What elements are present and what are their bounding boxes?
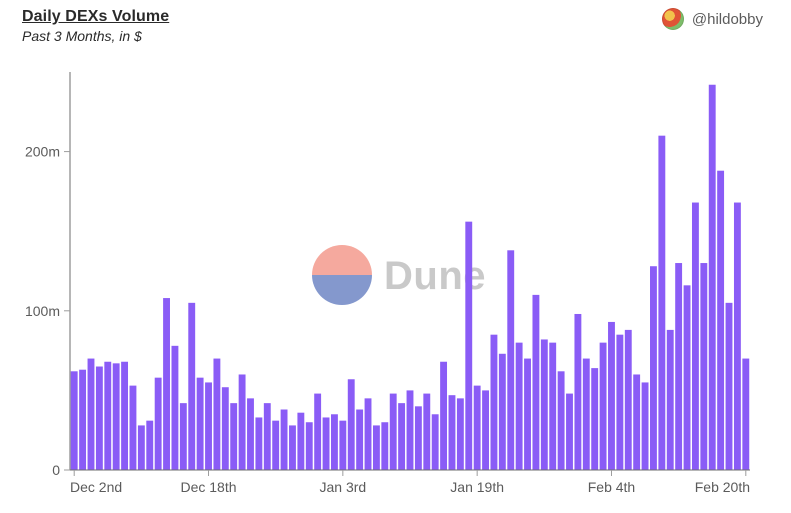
chart-area: Dune0100m200mDec 2ndDec 18thJan 3rdJan 1… bbox=[0, 62, 760, 502]
bar bbox=[356, 410, 363, 471]
bar bbox=[339, 421, 346, 470]
bar bbox=[717, 171, 724, 470]
bar bbox=[658, 136, 665, 470]
bar bbox=[457, 398, 464, 470]
bar bbox=[608, 322, 615, 470]
y-tick-label: 0 bbox=[52, 462, 60, 478]
watermark-logo-bottom bbox=[312, 275, 372, 305]
bar bbox=[247, 398, 254, 470]
author-handle: @hildobby bbox=[692, 11, 763, 28]
watermark-logo-top bbox=[312, 245, 372, 275]
x-tick-label: Jan 19th bbox=[450, 479, 504, 495]
bar bbox=[415, 406, 422, 470]
bar bbox=[188, 303, 195, 470]
bar bbox=[491, 335, 498, 470]
bar bbox=[633, 374, 640, 470]
bar bbox=[79, 370, 86, 470]
bar bbox=[96, 367, 103, 470]
bar bbox=[289, 425, 296, 470]
bar bbox=[281, 410, 288, 471]
bar bbox=[306, 422, 313, 470]
bar bbox=[482, 390, 489, 470]
bar bbox=[365, 398, 372, 470]
bar bbox=[163, 298, 170, 470]
bar bbox=[474, 386, 481, 470]
bar bbox=[549, 343, 556, 470]
bar bbox=[373, 425, 380, 470]
bar-chart: Dune0100m200mDec 2ndDec 18thJan 3rdJan 1… bbox=[0, 62, 760, 502]
x-tick-label: Jan 3rd bbox=[319, 479, 366, 495]
bar bbox=[138, 425, 145, 470]
bar bbox=[642, 382, 649, 470]
bar bbox=[407, 390, 414, 470]
bar bbox=[130, 386, 137, 470]
chart-subtitle: Past 3 Months, in $ bbox=[22, 28, 169, 44]
bar bbox=[675, 263, 682, 470]
x-tick-label: Dec 18th bbox=[180, 479, 236, 495]
bar bbox=[650, 266, 657, 470]
bar bbox=[667, 330, 674, 470]
bar bbox=[709, 85, 716, 470]
bar bbox=[440, 362, 447, 470]
bar bbox=[155, 378, 162, 470]
bar bbox=[524, 359, 531, 470]
bar bbox=[726, 303, 733, 470]
bar bbox=[465, 222, 472, 470]
y-tick-label: 100m bbox=[25, 303, 60, 319]
bar bbox=[516, 343, 523, 470]
bar bbox=[700, 263, 707, 470]
bar bbox=[600, 343, 607, 470]
bar bbox=[499, 354, 506, 470]
bar bbox=[398, 403, 405, 470]
y-tick-label: 200m bbox=[25, 144, 60, 160]
bar bbox=[591, 368, 598, 470]
bar bbox=[197, 378, 204, 470]
bar bbox=[205, 382, 212, 470]
bar bbox=[742, 359, 749, 470]
bar bbox=[684, 285, 691, 470]
bar bbox=[616, 335, 623, 470]
bar bbox=[121, 362, 128, 470]
bar bbox=[423, 394, 430, 470]
bar bbox=[230, 403, 237, 470]
bar bbox=[734, 203, 741, 470]
bar bbox=[88, 359, 95, 470]
bar bbox=[558, 371, 565, 470]
bar bbox=[507, 250, 514, 470]
bar bbox=[146, 421, 153, 470]
bar bbox=[323, 417, 330, 470]
bar bbox=[331, 414, 338, 470]
bar bbox=[566, 394, 573, 470]
bar bbox=[692, 203, 699, 470]
bar bbox=[574, 314, 581, 470]
bar bbox=[297, 413, 304, 470]
bar bbox=[432, 414, 439, 470]
bar bbox=[104, 362, 111, 470]
bar bbox=[541, 339, 548, 470]
x-tick-label: Feb 20th bbox=[695, 479, 750, 495]
bar bbox=[314, 394, 321, 470]
bar bbox=[71, 371, 78, 470]
bar bbox=[583, 359, 590, 470]
bar bbox=[239, 374, 246, 470]
bar bbox=[264, 403, 271, 470]
bar bbox=[213, 359, 220, 470]
bar bbox=[625, 330, 632, 470]
bar bbox=[222, 387, 229, 470]
bar bbox=[381, 422, 388, 470]
x-tick-label: Dec 2nd bbox=[70, 479, 122, 495]
chart-title[interactable]: Daily DEXs Volume bbox=[22, 8, 169, 26]
x-tick-label: Feb 4th bbox=[588, 479, 635, 495]
bar bbox=[449, 395, 456, 470]
bar bbox=[113, 363, 120, 470]
bar bbox=[348, 379, 355, 470]
bar bbox=[255, 417, 262, 470]
bar bbox=[172, 346, 179, 470]
avatar-icon bbox=[662, 8, 684, 30]
bar bbox=[180, 403, 187, 470]
bar bbox=[390, 394, 397, 470]
bar bbox=[532, 295, 539, 470]
bar bbox=[272, 421, 279, 470]
author-block[interactable]: @hildobby bbox=[662, 8, 763, 30]
